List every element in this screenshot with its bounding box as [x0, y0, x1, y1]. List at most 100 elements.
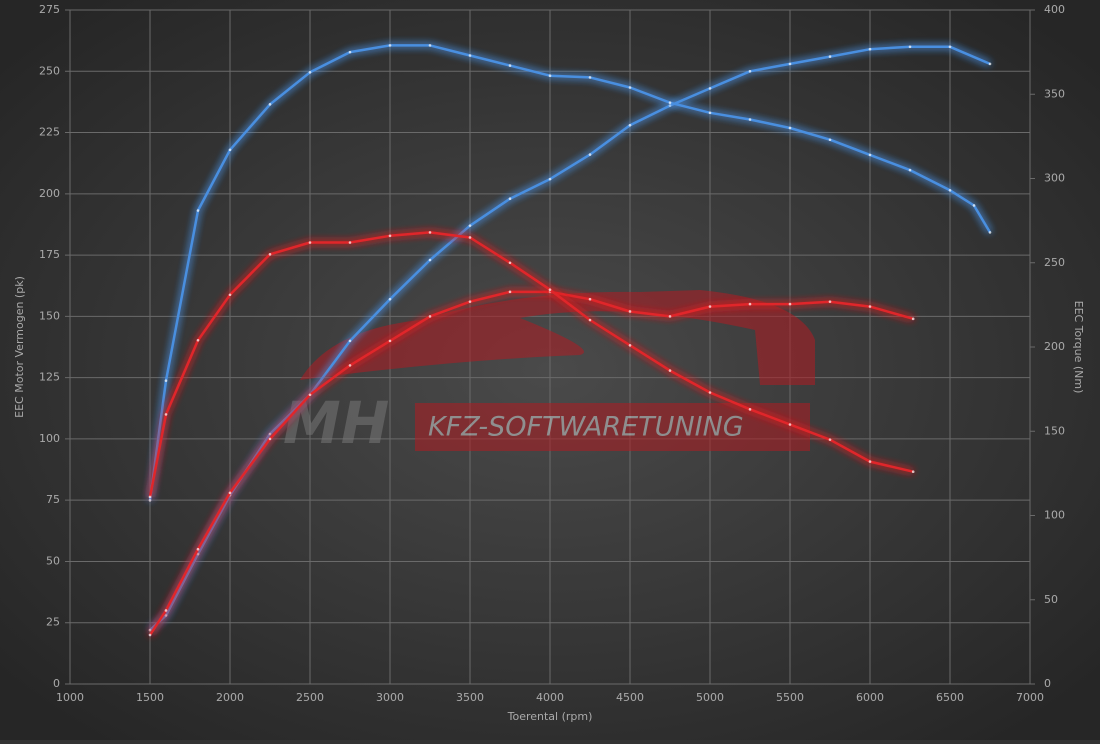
data-point — [148, 628, 152, 632]
y2-tick-label: 50 — [1044, 593, 1058, 606]
y-axis-title: EEC Motor Vermogen (pk) — [13, 276, 26, 418]
data-point — [908, 168, 912, 172]
x-tick-label: 2000 — [216, 691, 244, 704]
data-point — [148, 495, 152, 499]
data-point — [308, 393, 312, 397]
logo-text: KFZ-SOFTWARETUNING — [428, 412, 744, 443]
data-point — [868, 305, 872, 308]
data-point — [708, 111, 712, 115]
x-tick-label: 6000 — [856, 691, 884, 704]
y-tick-label: 175 — [39, 248, 60, 261]
data-point — [828, 138, 832, 142]
y-tick-label: 150 — [39, 309, 60, 322]
x-tick-label: 3500 — [456, 691, 484, 704]
data-point — [788, 62, 792, 66]
data-point — [828, 438, 832, 441]
y-tick-label: 50 — [46, 554, 60, 567]
data-point — [268, 432, 272, 436]
y-tick-label: 275 — [39, 3, 60, 16]
data-point — [972, 204, 976, 207]
y2-tick-label: 0 — [1044, 677, 1051, 690]
data-point — [828, 55, 832, 58]
data-point — [708, 305, 712, 308]
data-point — [468, 300, 472, 303]
data-point — [228, 148, 232, 152]
data-point — [388, 339, 392, 343]
data-point — [548, 177, 552, 181]
x-tick-label: 6500 — [936, 691, 964, 704]
data-point — [196, 209, 200, 212]
y-tick-label: 0 — [53, 677, 60, 690]
data-point — [468, 236, 472, 239]
y-tick-label: 225 — [39, 126, 60, 139]
x-tick-label: 7000 — [1016, 691, 1044, 704]
data-point — [668, 315, 672, 318]
x-tick-label: 5500 — [776, 691, 804, 704]
data-point — [164, 614, 168, 617]
series-line — [148, 44, 992, 501]
x-tick-label: 5000 — [696, 691, 724, 704]
data-point — [588, 297, 592, 301]
data-point — [868, 460, 872, 463]
y2-tick-label: 100 — [1044, 509, 1065, 522]
y2-tick-label: 250 — [1044, 256, 1065, 269]
data-point — [748, 302, 752, 306]
y2-tick-label: 200 — [1044, 340, 1065, 353]
data-point — [948, 188, 952, 192]
lines — [148, 44, 992, 637]
data-point — [588, 76, 592, 79]
data-point — [164, 609, 168, 612]
data-point — [348, 339, 352, 343]
data-point — [628, 86, 632, 89]
data-point — [668, 101, 672, 104]
data-point — [911, 317, 915, 321]
data-point — [708, 87, 712, 90]
data-point — [348, 241, 352, 244]
data-point — [748, 408, 752, 411]
data-point — [348, 364, 352, 367]
data-point — [268, 437, 272, 441]
data-point — [428, 315, 432, 318]
data-point — [164, 379, 168, 383]
data-point — [908, 45, 912, 49]
x-axis-title: Toerental (rpm) — [507, 710, 593, 723]
data-point — [548, 74, 552, 78]
x-tick-label: 1000 — [56, 691, 84, 704]
data-point — [668, 369, 672, 372]
data-point — [196, 547, 200, 551]
data-point — [428, 231, 432, 234]
data-point — [268, 253, 272, 256]
data-point — [788, 302, 792, 306]
logo-car — [300, 290, 815, 385]
data-point — [828, 300, 832, 303]
logo-band — [415, 403, 810, 451]
x-tick-label: 4000 — [536, 691, 564, 704]
y-tick-label: 250 — [39, 64, 60, 77]
y2-axis-title: EEC Torque (Nm) — [1072, 301, 1085, 394]
y-tick-label: 200 — [39, 187, 60, 200]
logo-brand: MH — [283, 389, 389, 457]
data-point — [196, 338, 200, 342]
x-tick-label: 2500 — [296, 691, 324, 704]
data-point — [628, 123, 632, 127]
data-point — [988, 231, 992, 234]
data-point — [748, 69, 752, 73]
x-tick-label: 3000 — [376, 691, 404, 704]
data-point — [668, 104, 672, 107]
data-point — [428, 258, 432, 262]
data-point — [228, 491, 232, 495]
data-point — [788, 126, 792, 130]
data-point — [948, 45, 952, 49]
x-tick-label: 1500 — [136, 691, 164, 704]
data-point — [788, 423, 792, 426]
grid: 1000 1500 2000 2500 3000 3500 4000 4500 5000 5500… — [39, 3, 1065, 704]
data-point — [748, 118, 752, 121]
data-point — [548, 288, 552, 292]
y2-tick-label: 150 — [1044, 424, 1065, 437]
data-point — [388, 44, 392, 47]
data-point — [588, 318, 592, 322]
data-point — [628, 310, 632, 313]
data-point — [348, 50, 352, 54]
data-point — [508, 261, 512, 265]
